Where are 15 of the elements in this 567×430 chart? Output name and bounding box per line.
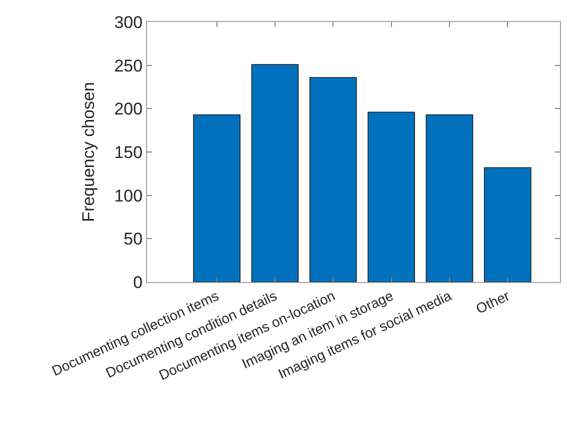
x-tick-label: Other bbox=[473, 287, 512, 317]
bar bbox=[368, 112, 415, 282]
y-tick-label: 300 bbox=[114, 12, 143, 32]
y-axis-title: Frequency chosen bbox=[78, 82, 98, 222]
y-tick-label: 150 bbox=[114, 142, 143, 162]
bar bbox=[309, 77, 357, 282]
y-tick-label: 50 bbox=[124, 230, 143, 249]
y-tick-label: 250 bbox=[114, 56, 143, 76]
bar bbox=[426, 114, 474, 282]
y-tick-label: 200 bbox=[114, 100, 143, 119]
bar bbox=[484, 167, 532, 282]
y-tick-label: 100 bbox=[114, 186, 143, 206]
y-tick-label: 0 bbox=[133, 272, 143, 292]
bar bbox=[251, 64, 299, 282]
bar bbox=[193, 114, 240, 282]
